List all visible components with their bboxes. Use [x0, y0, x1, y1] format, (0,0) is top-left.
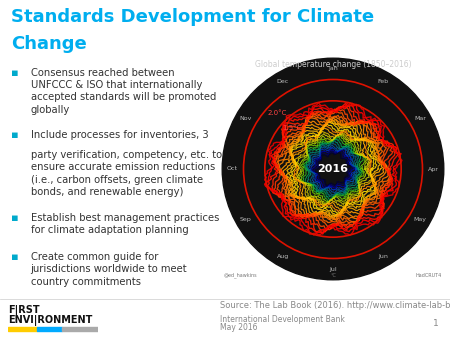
- Text: 2.0°C: 2.0°C: [267, 110, 287, 116]
- Text: May: May: [414, 217, 427, 222]
- Text: ▪: ▪: [11, 68, 19, 78]
- Text: Global temperature change (1850–2016): Global temperature change (1850–2016): [255, 60, 411, 69]
- Text: Create common guide for
jurisdictions worldwide to meet
country commitments: Create common guide for jurisdictions wo…: [31, 252, 187, 287]
- Text: Apr: Apr: [428, 167, 439, 171]
- Text: Change: Change: [11, 35, 87, 53]
- Circle shape: [222, 58, 444, 280]
- Text: 2016: 2016: [318, 164, 348, 174]
- Text: May 2016: May 2016: [220, 323, 258, 332]
- Text: ▪: ▪: [11, 130, 19, 140]
- Text: Dec: Dec: [277, 79, 289, 84]
- Text: Nov: Nov: [240, 116, 252, 121]
- Text: Oct: Oct: [227, 167, 238, 171]
- Text: °C: °C: [330, 273, 336, 278]
- Text: 1.5°C: 1.5°C: [282, 125, 302, 131]
- Text: HadCRUT4: HadCRUT4: [416, 273, 442, 278]
- Text: Mar: Mar: [414, 116, 426, 121]
- Text: ▪: ▪: [11, 252, 19, 262]
- Text: party verification, competency, etc. to
ensure accurate emission reductions
(i.e: party verification, competency, etc. to …: [31, 150, 222, 197]
- Text: @ed_hawkins: @ed_hawkins: [224, 272, 257, 278]
- Text: Jan: Jan: [328, 66, 338, 71]
- Text: Jul: Jul: [329, 267, 337, 272]
- Text: Aug: Aug: [277, 254, 289, 259]
- Text: Include processes for inventories, 3: Include processes for inventories, 3: [31, 130, 208, 140]
- Text: Consensus reached between
UNFCCC & ISO that internationally
accepted standards w: Consensus reached between UNFCCC & ISO t…: [31, 68, 216, 115]
- Text: F|RST: F|RST: [8, 305, 40, 316]
- Text: Sep: Sep: [240, 217, 252, 222]
- Text: International Development Bank: International Development Bank: [220, 315, 346, 324]
- Bar: [8, 327, 37, 331]
- Text: Establish best management practices
for climate adaptation planning: Establish best management practices for …: [31, 213, 219, 235]
- Text: 1: 1: [433, 319, 439, 329]
- Text: Feb: Feb: [378, 79, 389, 84]
- Bar: [37, 327, 62, 331]
- Text: ▪: ▪: [11, 213, 19, 223]
- Text: Jun: Jun: [378, 254, 388, 259]
- Text: Standards Development for Climate: Standards Development for Climate: [11, 8, 374, 26]
- Text: Source: The Lab Book (2016). http://www.climate-lab-book.ac.uk/author/ed/: Source: The Lab Book (2016). http://www.…: [220, 301, 450, 311]
- Bar: [62, 327, 98, 331]
- Text: ENVI|RONMENT: ENVI|RONMENT: [8, 315, 93, 326]
